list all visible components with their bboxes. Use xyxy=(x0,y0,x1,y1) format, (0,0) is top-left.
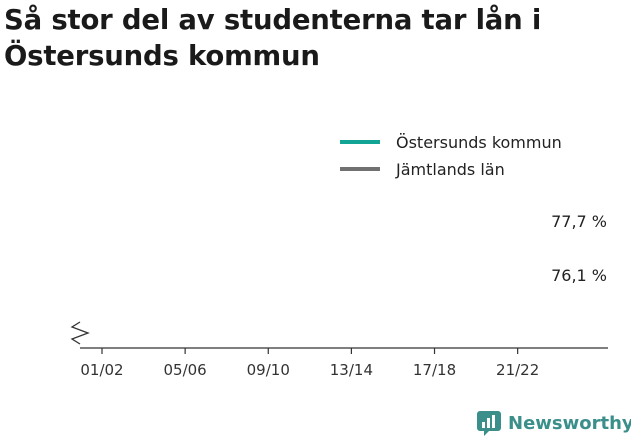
brand-name: Newsworthy xyxy=(508,412,631,434)
series-end-label: 77,7 % xyxy=(551,212,607,231)
series-end-label: 76,1 % xyxy=(551,266,607,285)
legend-label: Östersunds kommun xyxy=(396,133,562,152)
series-lines: 77,7 % 76,1 % xyxy=(551,212,607,285)
legend: Östersunds kommun Jämtlands län xyxy=(340,133,562,179)
x-tick-label: 17/18 xyxy=(413,361,456,379)
x-tick-label: 09/10 xyxy=(247,361,290,379)
legend-label: Jämtlands län xyxy=(395,160,505,179)
x-tick-label: 01/02 xyxy=(80,361,123,379)
axis-break-icon xyxy=(70,321,90,345)
chart-title: Så stor del av studenterna tar lån i Öst… xyxy=(4,4,542,72)
newsworthy-logo-icon xyxy=(477,411,501,436)
brand-logo: Newsworthy xyxy=(476,408,631,438)
x-axis: 01/02 05/06 09/10 13/14 17/18 21/22 xyxy=(70,321,608,379)
x-tick-label: 05/06 xyxy=(164,361,207,379)
x-tick-label: 21/22 xyxy=(496,361,539,379)
x-tick-label: 13/14 xyxy=(330,361,373,379)
